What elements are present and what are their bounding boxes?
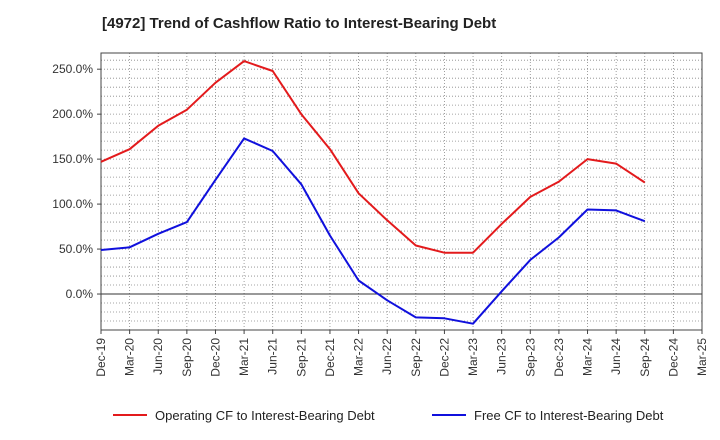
- y-axis-tick-label: 250.0%: [52, 62, 93, 76]
- legend-label-1: Operating CF to Interest-Bearing Debt: [155, 408, 375, 423]
- x-axis-tick-label: Mar-22: [352, 338, 366, 376]
- x-axis-tick-label: Mar-23: [466, 338, 480, 376]
- x-axis-tick-label: Sep-21: [294, 338, 308, 377]
- x-axis-tick-label: Jun-20: [151, 338, 165, 375]
- legend-label-2: Free CF to Interest-Bearing Debt: [474, 408, 664, 423]
- x-axis-tick-label: Mar-21: [237, 338, 251, 376]
- y-axis-tick-label: 50.0%: [59, 242, 93, 256]
- x-axis-tick-label: Mar-24: [581, 338, 595, 376]
- x-axis-tick-label: Dec-24: [666, 338, 680, 377]
- x-axis-tick-labels: Dec-19 Mar-20 Jun-20 Sep-20 Dec-20 Mar-21 Jun-…: [94, 330, 709, 377]
- y-axis-tick-label: 100.0%: [52, 197, 93, 211]
- x-axis-tick-label: Mar-25: [695, 338, 709, 376]
- x-axis-tick-label: Jun-21: [266, 338, 280, 375]
- x-axis-tick-label: Sep-20: [180, 338, 194, 377]
- y-axis-tick-label: 200.0%: [52, 107, 93, 121]
- series-line-2: [100, 137, 646, 325]
- y-axis-tick-label: 0.0%: [66, 287, 94, 301]
- x-axis-tick-label: Dec-22: [437, 338, 451, 377]
- y-axis-tick-label: 150.0%: [52, 152, 93, 166]
- grid-lines: [100, 53, 703, 330]
- x-axis-tick-label: Sep-24: [638, 338, 652, 377]
- x-axis-tick-label: Sep-23: [523, 338, 537, 377]
- series-line-1: [100, 60, 646, 254]
- series-lines: [100, 60, 646, 325]
- x-axis-tick-label: Dec-20: [208, 338, 222, 377]
- x-axis-tick-label: Jun-22: [380, 338, 394, 375]
- plot-area-frame: [100, 52, 703, 331]
- x-axis-tick-label: Dec-19: [94, 338, 108, 377]
- x-axis-tick-label: Dec-23: [552, 338, 566, 377]
- x-axis-tick-label: Jun-24: [609, 338, 623, 375]
- y-axis-tick-labels: 0.0% 50.0% 100.0% 150.0% 200.0% 250.0%: [52, 62, 101, 301]
- x-axis-tick-label: Dec-21: [323, 338, 337, 377]
- x-axis-tick-label: Sep-22: [409, 338, 423, 377]
- legend: Operating CF to Interest-Bearing Debt Fre…: [113, 408, 664, 423]
- x-axis-tick-label: Mar-20: [123, 338, 137, 376]
- chart-title: [4972] Trend of Cashflow Ratio to Intere…: [102, 15, 497, 32]
- x-axis-tick-label: Jun-23: [495, 338, 509, 375]
